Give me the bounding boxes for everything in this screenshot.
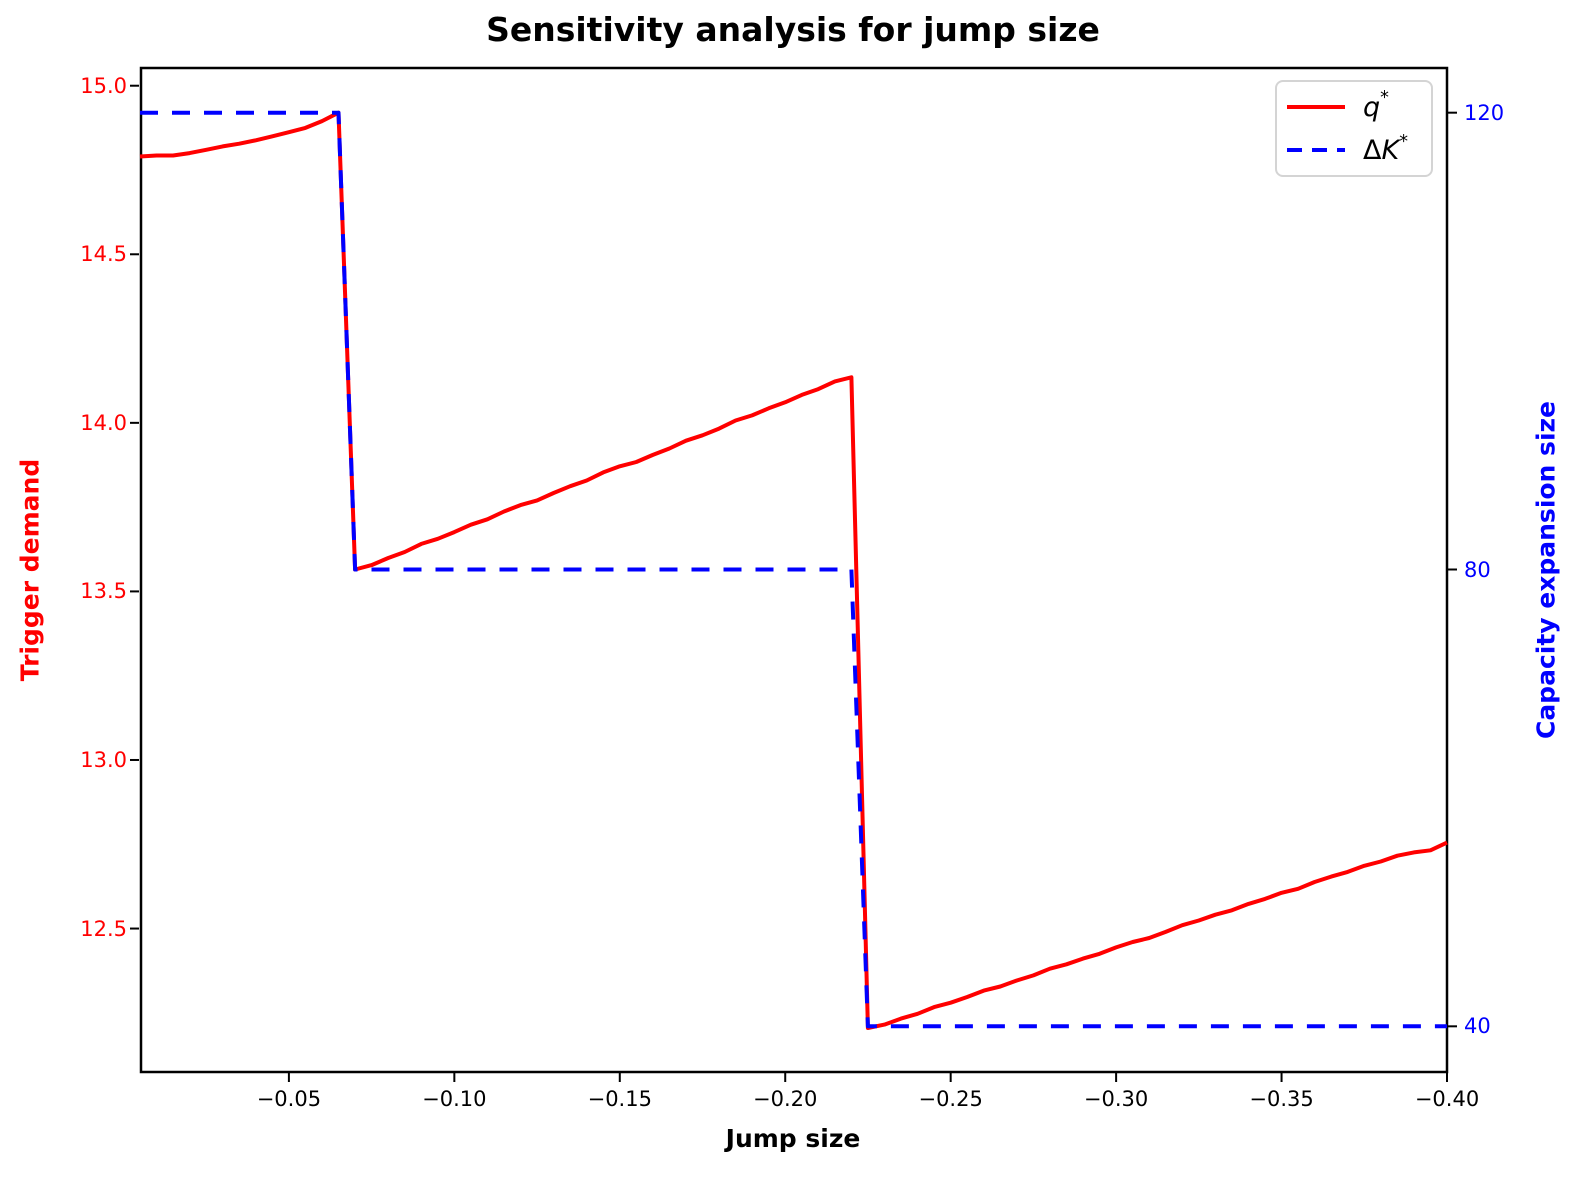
legend-q-superscript: * (1380, 88, 1389, 109)
y-axis-label-left: Trigger demand (15, 458, 45, 682)
delta-k-star-line-sample (1287, 148, 1345, 153)
x-tick-label: −0.05 (256, 1087, 322, 1111)
x-tick-label: −0.30 (1083, 1087, 1149, 1111)
y-axis-label-right: Capacity expansion size (1531, 400, 1561, 740)
legend-entry-delta-k-star: ΔK* (1277, 129, 1431, 171)
x-tick-label: −0.35 (1249, 1087, 1314, 1111)
legend-entry-q-star: q* (1277, 86, 1431, 128)
x-tick-label: −0.40 (1414, 1087, 1480, 1111)
legend-label-q-star: q* (1363, 89, 1389, 123)
legend-delta-symbol: Δ (1363, 135, 1382, 167)
x-tick-label: −0.15 (587, 1087, 652, 1111)
legend-k-symbol: K (1381, 135, 1400, 167)
y-left-tick-label: 14.0 (80, 410, 127, 435)
y-left-tick-label: 13.5 (80, 579, 127, 604)
q-star-line-sample (1287, 104, 1345, 109)
legend-q-symbol: q (1363, 91, 1381, 123)
y-left-tick-label: 15.0 (80, 73, 127, 98)
x-tick-label: −0.25 (918, 1087, 983, 1111)
legend-k-superscript: * (1399, 131, 1408, 152)
axes-frame (139, 66, 1449, 1074)
y-right-tick-label: 120 (1464, 100, 1505, 125)
y-left-tick-label: 13.0 (80, 747, 127, 772)
y-right-tick-label: 80 (1464, 557, 1491, 582)
delta-k-star-line (140, 110, 1447, 1029)
y-right-tick-label: 40 (1464, 1014, 1491, 1039)
tick-marks (130, 84, 1457, 1082)
x-axis-label: Jump size (725, 1124, 861, 1153)
chart-title: Sensitivity analysis for jump size (486, 10, 1100, 49)
legend-label-delta-k-star: ΔK* (1363, 133, 1408, 167)
legend: q* ΔK* (1275, 80, 1433, 177)
x-tick-label: −0.10 (422, 1087, 487, 1111)
x-tick-label: −0.20 (753, 1087, 818, 1111)
y-left-tick-label: 12.5 (80, 916, 127, 941)
y-left-tick-label: 14.5 (80, 242, 127, 267)
q-star-line (139, 110, 1448, 1030)
